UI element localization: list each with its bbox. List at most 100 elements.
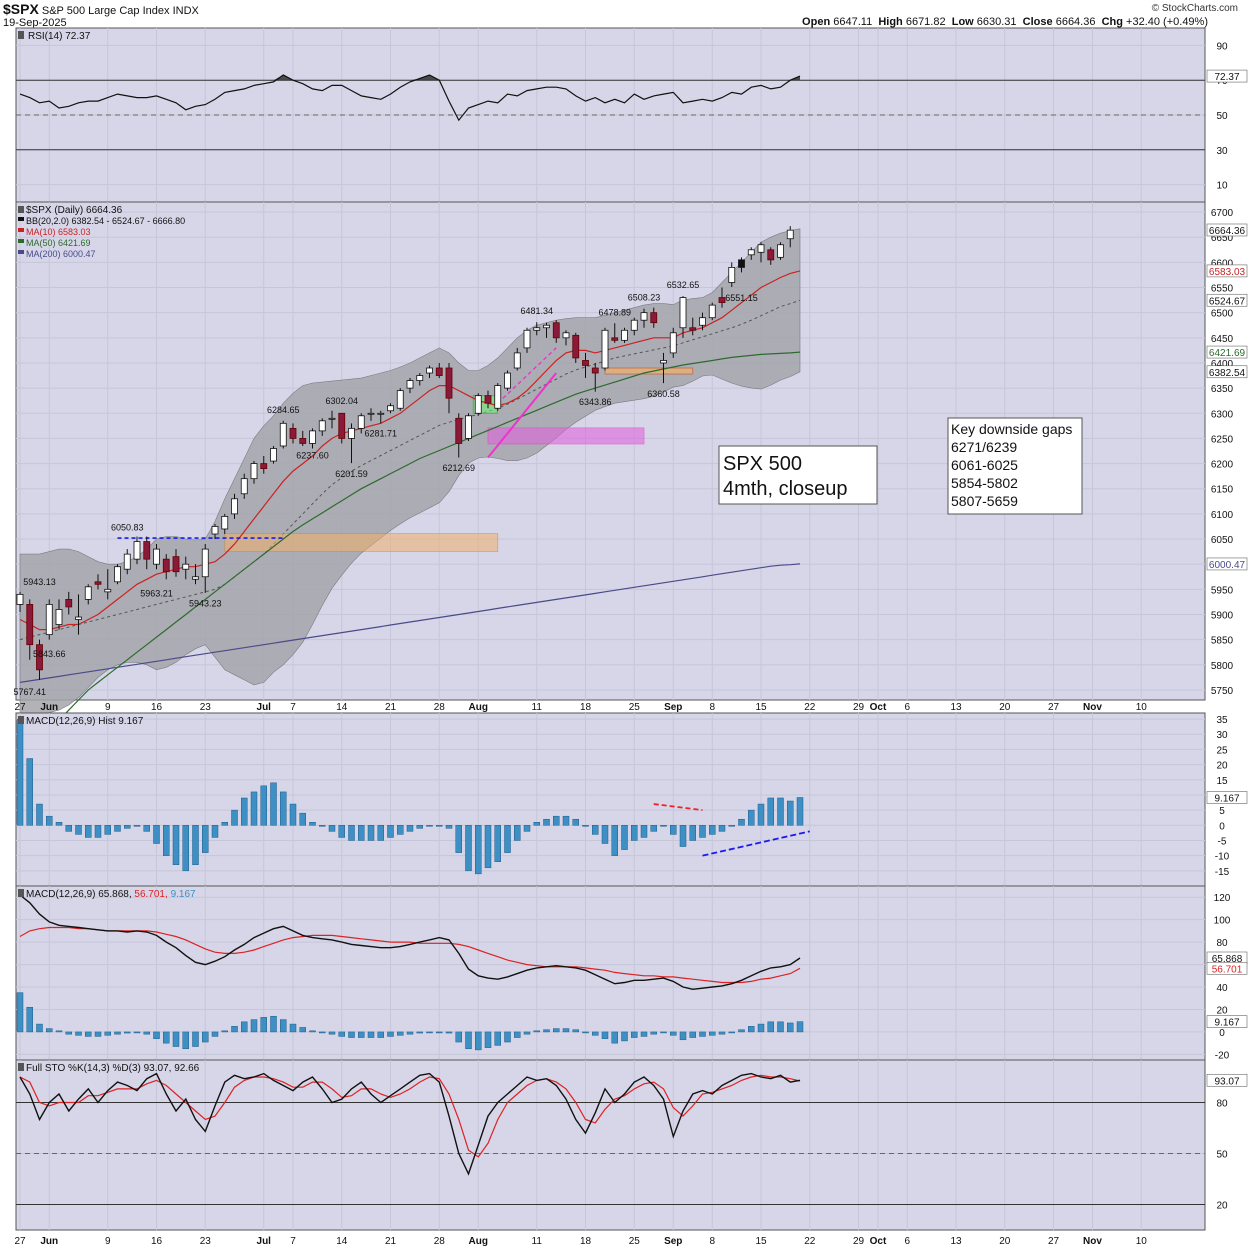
macd-line bbox=[19, 894, 801, 991]
macd-line-hist-bar bbox=[172, 1031, 180, 1047]
low-value: 6630.31 bbox=[976, 16, 1017, 28]
candle-body bbox=[465, 415, 472, 439]
macd-hist-bar bbox=[621, 825, 628, 850]
macd-hist-tick-label: 25 bbox=[1216, 745, 1228, 756]
macd-line-hist-bar bbox=[338, 1031, 345, 1037]
candle-body bbox=[65, 598, 73, 608]
price-tick-label: 6050 bbox=[1211, 535, 1234, 546]
macd-hist-bar bbox=[211, 825, 219, 838]
candle-body bbox=[16, 593, 24, 605]
macd-line-hist-bar bbox=[572, 1029, 579, 1033]
candle-body bbox=[221, 515, 229, 530]
price-annotation: 6284.65 bbox=[267, 405, 300, 415]
gaps-heading: Key downside gaps bbox=[951, 421, 1072, 437]
macd-line-hist-bar bbox=[182, 1031, 189, 1050]
macd-tick-label: 100 bbox=[1214, 916, 1231, 927]
macd-title-value: 65.868, bbox=[98, 889, 134, 900]
macd-line-hist-bar bbox=[514, 1031, 521, 1038]
macd-line-hist-bar bbox=[114, 1031, 121, 1035]
price-annotation: 5963.21 bbox=[140, 589, 173, 599]
candle-body bbox=[552, 322, 560, 339]
macd-hist-bar bbox=[582, 825, 589, 827]
gap-box-magenta bbox=[487, 427, 645, 445]
macd-hist-bar bbox=[592, 825, 599, 835]
candle-body bbox=[192, 576, 199, 580]
macd-hist-bar bbox=[523, 825, 531, 832]
macd-hist-bar bbox=[182, 825, 189, 872]
macd-line-hist-bar bbox=[75, 1031, 82, 1036]
macd-hist-bar bbox=[114, 825, 121, 832]
macd-hist-bar bbox=[416, 825, 423, 829]
price-annotation: 6050.83 bbox=[111, 523, 144, 533]
x-tick-label-top: 25 bbox=[629, 702, 641, 713]
gap-item: 6271/6239 bbox=[951, 439, 1017, 455]
macd-line-hist-bar bbox=[270, 1015, 277, 1033]
macd-hist-tick-label: 35 bbox=[1216, 715, 1228, 726]
high-label: High bbox=[878, 16, 903, 28]
candle-body bbox=[582, 360, 589, 366]
candle-body bbox=[162, 558, 170, 573]
price-annotation: 5843.66 bbox=[33, 649, 66, 659]
macd-line-hist-bar bbox=[367, 1031, 375, 1038]
price-tick-label: 5750 bbox=[1211, 686, 1234, 697]
candle-body bbox=[572, 334, 580, 359]
macd-hist-bar bbox=[572, 818, 579, 826]
macd-hist-bar bbox=[250, 791, 258, 826]
symbol-title: $SPX S&P 500 Large Cap Index INDX bbox=[3, 1, 199, 17]
macd-line-hist-bar bbox=[679, 1031, 687, 1041]
macd-hist-badge-box bbox=[1206, 791, 1248, 804]
sto-icon bbox=[18, 1063, 24, 1071]
candle-body bbox=[153, 548, 160, 565]
macd-line-hist-bar bbox=[426, 1031, 433, 1034]
candle-body bbox=[621, 329, 628, 341]
macd-hist-bar bbox=[679, 825, 687, 847]
rsi-value-badge: 72.37 bbox=[1214, 72, 1239, 83]
x-tick-label-top: Aug bbox=[469, 702, 488, 713]
x-tick-label-bottom: 21 bbox=[385, 1236, 397, 1247]
macd-hist-bar bbox=[455, 825, 462, 853]
macd-line-hist-bar bbox=[621, 1031, 628, 1042]
candle-body bbox=[396, 390, 404, 409]
price-annotation: 5767.41 bbox=[13, 687, 46, 697]
macd-hist-tick-label: 20 bbox=[1216, 761, 1228, 772]
sto-badge-box bbox=[1206, 1073, 1248, 1087]
candle-body bbox=[611, 337, 619, 341]
macd-line-hist-bar bbox=[748, 1026, 755, 1033]
price-tick-label: 6550 bbox=[1211, 284, 1234, 295]
candle-body bbox=[601, 329, 609, 369]
macd-hist-bar bbox=[738, 818, 745, 826]
macd-line-hist-bar bbox=[85, 1031, 92, 1037]
macd-line-hist-bar bbox=[348, 1031, 355, 1038]
macd-line-hist-bar bbox=[55, 1030, 63, 1033]
macd-line-hist-bar bbox=[601, 1031, 609, 1039]
price-badge-box bbox=[1206, 264, 1248, 278]
candle-body bbox=[777, 244, 784, 258]
macd-hist-bar bbox=[426, 825, 433, 827]
gaps-box bbox=[947, 417, 1083, 515]
macd-hist-bar bbox=[75, 825, 82, 835]
macd-hist-bar bbox=[309, 822, 316, 826]
macd-hist-bar bbox=[796, 797, 804, 826]
price-annotation: 6237.60 bbox=[296, 451, 329, 461]
macd-line-hist-bar bbox=[757, 1023, 765, 1033]
chart-date: 19-Sep-2025 bbox=[3, 17, 67, 29]
price-annotation: 6508.23 bbox=[628, 293, 661, 303]
rsi-line bbox=[19, 74, 801, 122]
macd-line-hist-bar bbox=[533, 1030, 540, 1033]
x-tick-label-top: 27 bbox=[1048, 702, 1060, 713]
sto-k-line bbox=[19, 1072, 801, 1176]
price-badge-box bbox=[1206, 365, 1248, 379]
price-annotation: 6481.34 bbox=[520, 306, 553, 316]
macd-line-hist-bar bbox=[592, 1031, 599, 1036]
candle-body bbox=[738, 259, 745, 268]
macd-hist-bar bbox=[601, 825, 609, 844]
candle-body bbox=[689, 327, 697, 331]
price-annotation: 6212.69 bbox=[442, 463, 475, 473]
x-tick-label-bottom: 7 bbox=[290, 1236, 296, 1247]
gap-box-orange-2 bbox=[604, 367, 694, 375]
x-tick-label-bottom: Nov bbox=[1083, 1236, 1102, 1247]
macd-hist-bar bbox=[748, 809, 755, 826]
title-box-line1: SPX 500 bbox=[723, 453, 802, 475]
macd-hist-title: MACD(12,26,9) Hist 9.167 bbox=[26, 716, 144, 727]
